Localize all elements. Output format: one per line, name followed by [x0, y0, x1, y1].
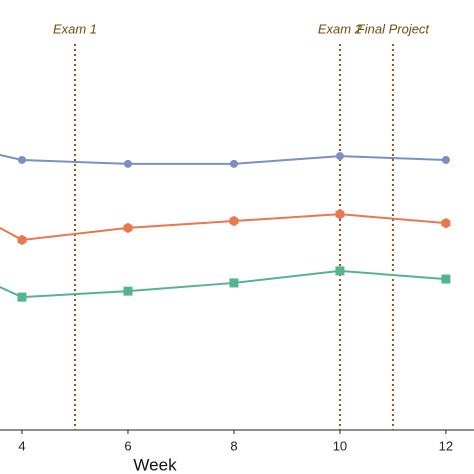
series-line [0, 153, 446, 165]
point [441, 155, 450, 164]
point [123, 286, 133, 296]
x-tick-label: 12 [439, 438, 453, 453]
plot-area [0, 152, 451, 302]
point [17, 155, 26, 164]
point [229, 215, 239, 227]
series-line [0, 269, 446, 299]
x-tick-label: 6 [124, 438, 131, 453]
series-line [0, 213, 446, 241]
annotation-label: Exam 1 [53, 21, 97, 36]
point [229, 159, 238, 168]
point [229, 278, 239, 288]
annotation-label: Final Project [357, 21, 431, 36]
point [17, 234, 27, 246]
point [123, 159, 132, 168]
x-tick-label: 10 [333, 438, 347, 453]
x-axis-title: Week [133, 455, 177, 474]
annotation-label: Exam 2 [318, 21, 363, 36]
point [123, 222, 133, 234]
point [441, 217, 451, 229]
x-tick-label: 4 [18, 438, 25, 453]
x-tick-label: 8 [230, 438, 237, 453]
point [335, 266, 345, 276]
point [335, 152, 344, 161]
point [17, 292, 27, 302]
point [335, 208, 345, 220]
point [441, 274, 451, 284]
